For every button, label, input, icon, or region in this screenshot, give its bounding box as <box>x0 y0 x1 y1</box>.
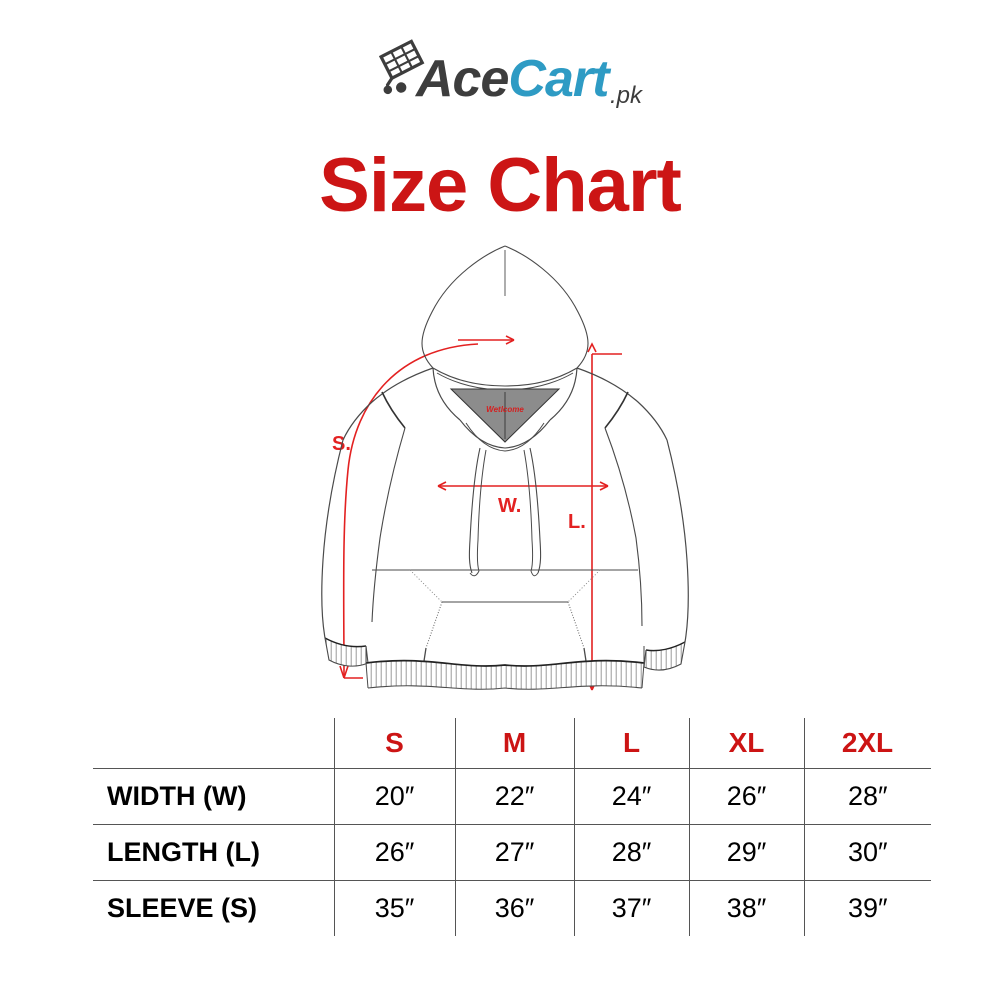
svg-text:Wetlcome: Wetlcome <box>486 405 524 414</box>
